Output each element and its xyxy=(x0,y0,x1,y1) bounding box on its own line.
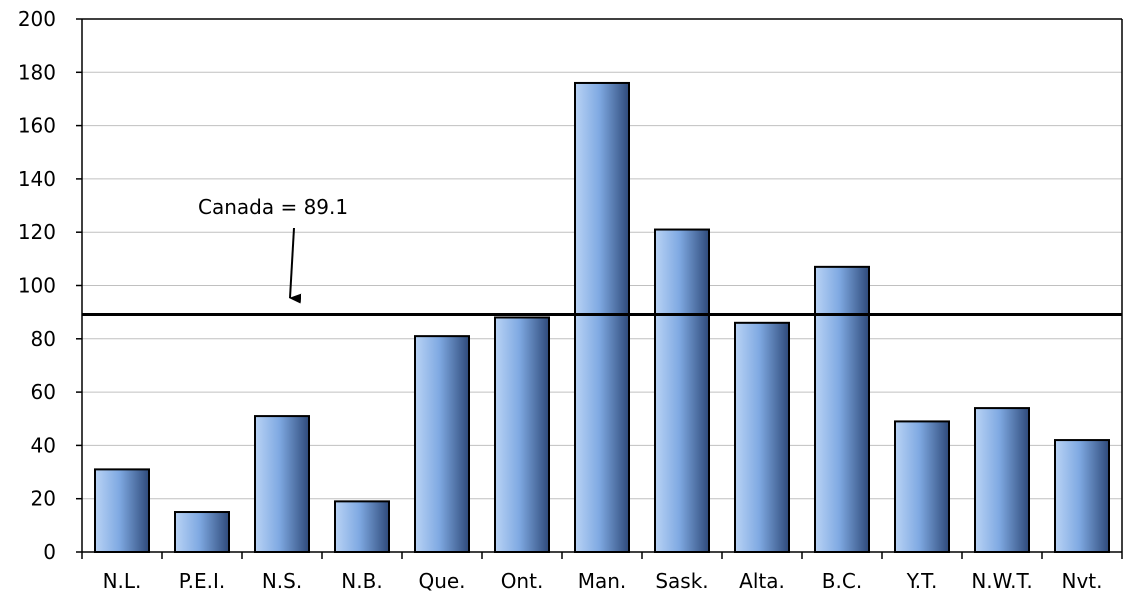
bar-sask xyxy=(654,228,710,553)
y-tick-label: 20 xyxy=(31,487,56,511)
bars xyxy=(94,81,1110,554)
bar-nwt xyxy=(974,407,1030,553)
x-tick-label: Man. xyxy=(578,569,627,593)
y-tick-label: 100 xyxy=(18,274,56,298)
x-tick-label: N.S. xyxy=(262,569,302,593)
bar-nvt xyxy=(1054,439,1110,554)
canada-annotation-label: Canada = 89.1 xyxy=(198,195,348,219)
bar-que xyxy=(414,335,470,554)
bar-ont xyxy=(494,316,550,554)
bar-alta xyxy=(734,321,790,553)
y-tick-label: 0 xyxy=(43,540,56,564)
bar-yt xyxy=(894,420,950,554)
x-tick-label: Alta. xyxy=(739,569,785,593)
x-tick-label: Que. xyxy=(418,569,465,593)
bar-man xyxy=(574,81,630,554)
x-tick-label: B.C. xyxy=(822,569,862,593)
x-tick-label: Sask. xyxy=(655,569,708,593)
x-axis-tick-labels: N.L. P.E.I. N.S. N.B. Que. Ont. Man. Sask. Alta.… xyxy=(103,569,1103,593)
x-tick-label: N.B. xyxy=(341,569,382,593)
x-tick-label: Y.T. xyxy=(906,569,938,593)
y-tick-label: 140 xyxy=(18,167,56,191)
x-tick-label: P.E.I. xyxy=(179,569,226,593)
y-tick-label: 200 xyxy=(18,7,56,31)
x-tick-label: N.W.T. xyxy=(971,569,1032,593)
y-tick-label: 80 xyxy=(31,327,56,351)
annotation-arrow-icon xyxy=(289,227,302,304)
x-tick-label: Nvt. xyxy=(1062,569,1103,593)
y-tick-label: 40 xyxy=(31,433,56,457)
bar-ns xyxy=(254,415,310,553)
y-tick-label: 60 xyxy=(31,380,56,404)
bar-bc xyxy=(814,265,870,553)
y-tick-label: 120 xyxy=(18,220,56,244)
y-tick-label: 180 xyxy=(18,60,56,84)
bar-nl xyxy=(94,468,150,554)
y-axis-tick-labels: 0 20 40 60 80 100 120 140 160 180 200 xyxy=(18,7,56,564)
y-tick-label: 160 xyxy=(18,114,56,138)
x-tick-label: N.L. xyxy=(103,569,142,593)
bar-pei xyxy=(174,511,230,554)
bar-nb xyxy=(334,500,390,553)
x-tick-label: Ont. xyxy=(501,569,544,593)
axes xyxy=(76,18,1123,559)
